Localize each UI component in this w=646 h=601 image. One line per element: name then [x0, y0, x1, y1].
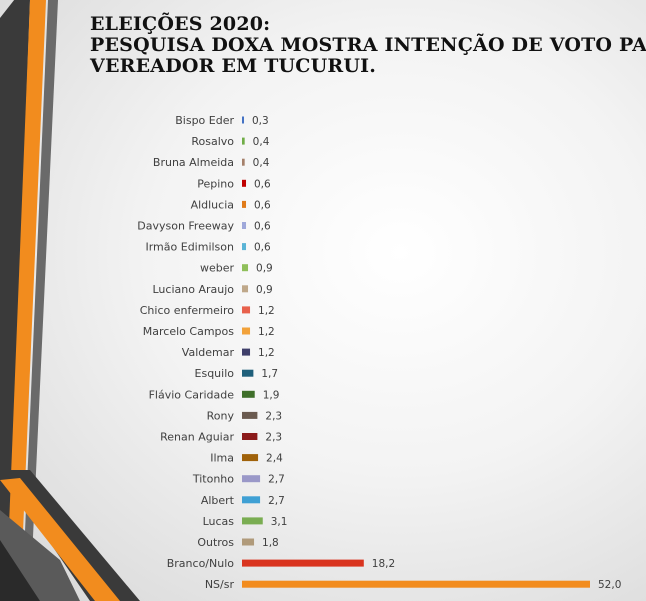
- bar: [242, 475, 261, 483]
- value-label: 2,7: [268, 474, 285, 486]
- bar: [242, 454, 259, 462]
- category-label: Davyson Freeway: [137, 220, 234, 233]
- bar: [242, 411, 258, 419]
- category-label: Ilma: [210, 452, 234, 465]
- value-label: 0,6: [254, 221, 271, 233]
- category-label: Albert: [201, 494, 235, 507]
- category-label: Rony: [207, 409, 235, 422]
- value-label: 0,6: [254, 242, 271, 254]
- value-label: 2,3: [265, 432, 282, 444]
- value-label: 0,4: [253, 157, 270, 169]
- bar: [242, 116, 245, 124]
- value-label: 1,2: [258, 326, 275, 338]
- value-label: 1,9: [263, 389, 280, 401]
- bar: [242, 285, 249, 293]
- category-label: Marcelo Campos: [143, 325, 234, 338]
- category-label: Aldlucia: [191, 198, 234, 211]
- bar: [242, 517, 263, 525]
- bar: [242, 179, 247, 187]
- value-label: 0,4: [253, 136, 270, 148]
- bar: [242, 200, 247, 208]
- category-label: Bruna Almeida: [153, 156, 234, 169]
- category-label: Bispo Eder: [175, 114, 234, 127]
- value-label: 1,7: [261, 368, 278, 380]
- category-label: Irmão Edimilson: [145, 241, 234, 254]
- title-line-1: ELEIÇÕES 2020:: [90, 13, 271, 35]
- value-label: 18,2: [372, 558, 395, 570]
- category-label: NS/sr: [205, 578, 235, 591]
- value-label: 1,2: [258, 305, 275, 317]
- value-label: 52,0: [598, 579, 621, 591]
- category-label: Titonho: [192, 473, 234, 486]
- category-label: Outros: [197, 536, 234, 549]
- bar: [242, 580, 590, 588]
- bars-layer: Bispo Eder 0,3 Rosalvo 0,4 Bruna Almeida 0,4 P…: [137, 114, 621, 591]
- bar: [242, 327, 251, 335]
- category-label: weber: [200, 262, 235, 275]
- value-label: 0,3: [252, 115, 269, 127]
- category-label: Esquilo: [195, 367, 235, 380]
- category-label: Rosalvo: [191, 135, 234, 148]
- bar: [242, 348, 251, 356]
- category-label: Luciano Araujo: [153, 283, 235, 296]
- category-label: Valdemar: [182, 346, 235, 359]
- title-line-3: VEREADOR EM TUCURUI.: [90, 55, 377, 77]
- value-label: 0,6: [254, 199, 271, 211]
- bar: [242, 158, 245, 166]
- category-label: Lucas: [203, 515, 235, 528]
- category-label: Flávio Caridade: [149, 388, 235, 401]
- value-label: 0,6: [254, 178, 271, 190]
- value-label: 2,4: [266, 453, 283, 465]
- bar: [242, 559, 364, 567]
- value-label: 1,8: [262, 537, 279, 549]
- value-label: 3,1: [271, 516, 288, 528]
- value-label: 0,9: [256, 263, 273, 275]
- value-label: 0,9: [256, 284, 273, 296]
- bar: [242, 538, 255, 546]
- title-line-2: PESQUISA DOXA MOSTRA INTENÇÃO DE VOTO PA…: [90, 34, 646, 56]
- category-label: Renan Aguiar: [160, 431, 234, 444]
- bar: [242, 390, 255, 398]
- category-label: Pepino: [197, 177, 234, 190]
- value-label: 1,2: [258, 347, 275, 359]
- value-label: 2,7: [268, 495, 285, 507]
- bar: [242, 137, 245, 145]
- chart-title: ELEIÇÕES 2020: PESQUISA DOXA MOSTRA INTE…: [90, 13, 646, 77]
- bar: [242, 243, 247, 251]
- bar: [242, 433, 258, 440]
- category-label: Chico enfermeiro: [140, 304, 235, 317]
- bar: [242, 496, 261, 504]
- bar: [242, 369, 254, 377]
- value-label: 2,3: [265, 410, 282, 422]
- bar: [242, 264, 249, 272]
- category-label: Branco/Nulo: [167, 557, 235, 570]
- bar: [242, 306, 251, 314]
- bar: [242, 222, 247, 229]
